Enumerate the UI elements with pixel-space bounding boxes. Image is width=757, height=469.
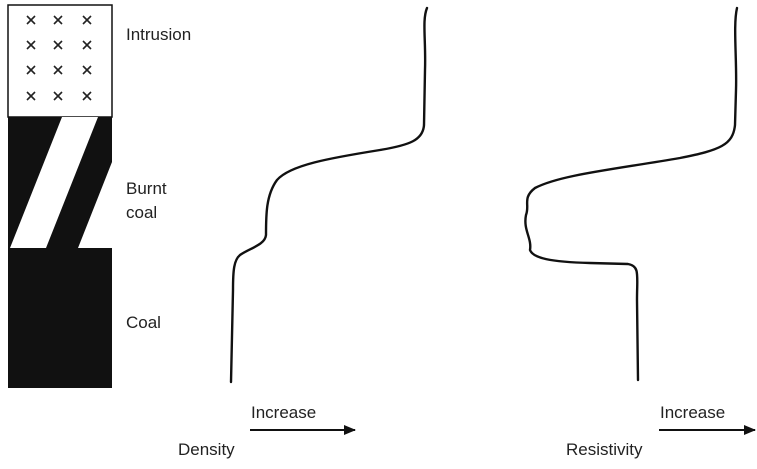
burnt-coal-label: Burnt (126, 179, 167, 198)
density-curve (229, 6, 429, 384)
resistivity-curve (524, 6, 739, 382)
coal-label: Coal (126, 313, 161, 332)
density-axis-label: Increase (251, 403, 316, 422)
density-label: Density (178, 440, 235, 459)
resistivity-axis-label: Increase (660, 403, 725, 422)
coal-unit (8, 248, 112, 388)
burnt-coal-stripe (10, 117, 98, 248)
burnt-coal-label: coal (126, 203, 157, 222)
burnt-coal-stripe (78, 162, 112, 248)
intrusion-label: Intrusion (126, 25, 191, 44)
lithology-column (7, 4, 113, 388)
resistivity-label: Resistivity (566, 440, 643, 459)
